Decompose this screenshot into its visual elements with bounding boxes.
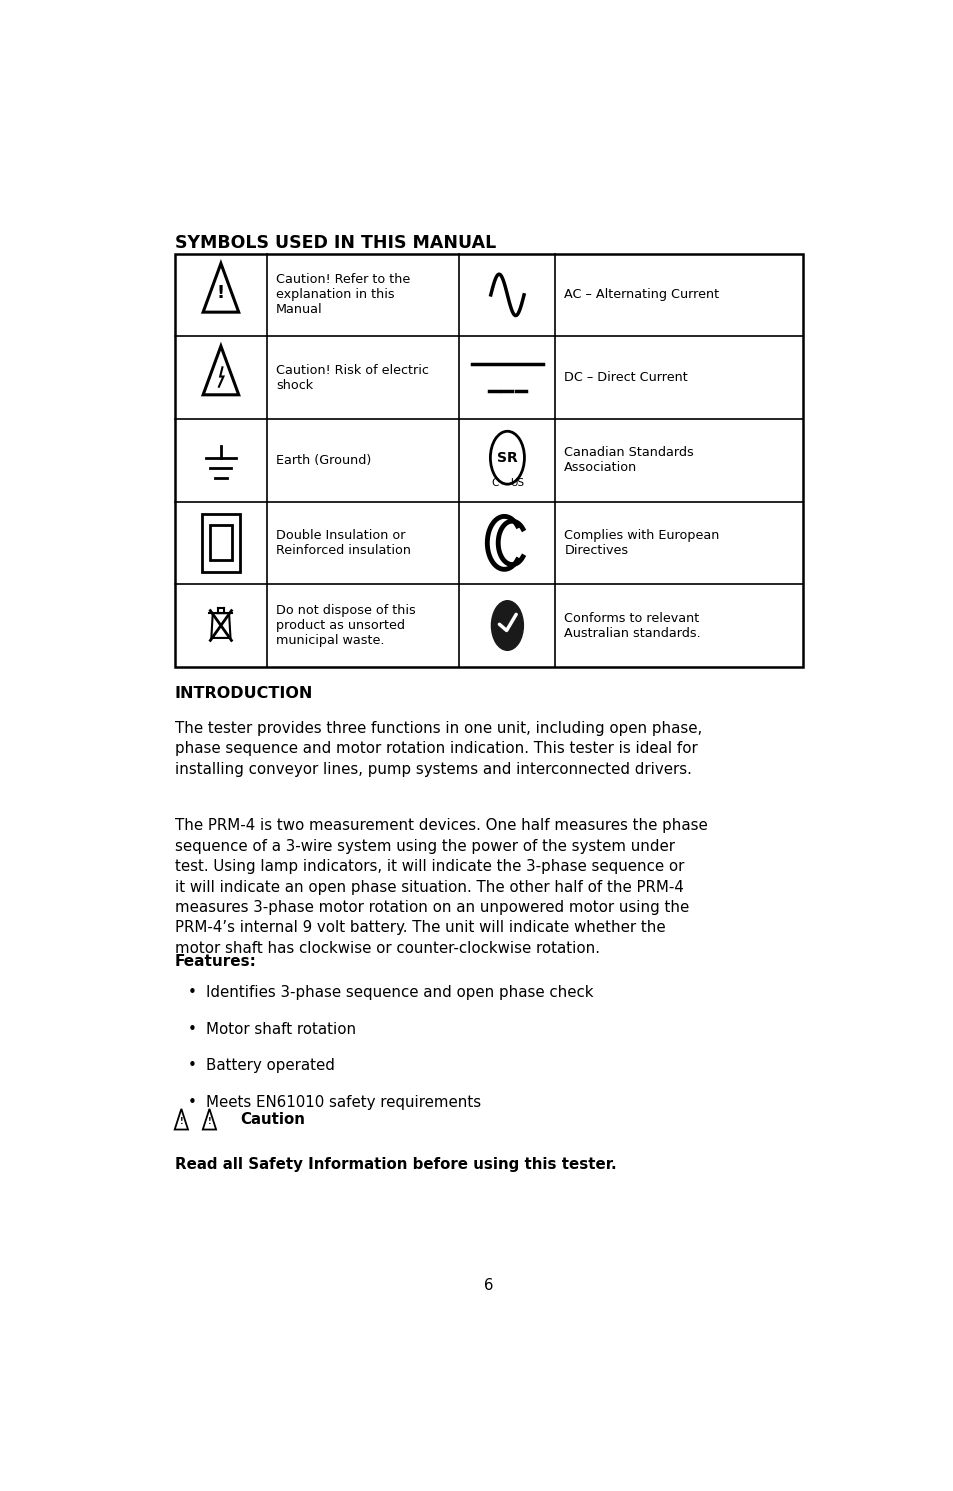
Text: AC – Alternating Current: AC – Alternating Current [564, 288, 719, 301]
Text: Motor shaft rotation: Motor shaft rotation [206, 1021, 355, 1036]
Text: Earth (Ground): Earth (Ground) [275, 453, 371, 467]
Text: Read all Safety Information before using this tester.: Read all Safety Information before using… [174, 1157, 616, 1172]
Text: •: • [188, 1059, 196, 1074]
Text: SR: SR [497, 450, 517, 465]
Text: Conforms to relevant
Australian standards.: Conforms to relevant Australian standard… [564, 611, 700, 640]
Text: C: C [492, 479, 498, 489]
Circle shape [491, 601, 523, 650]
Text: Do not dispose of this
product as unsorted
municipal waste.: Do not dispose of this product as unsort… [275, 604, 416, 647]
Text: •: • [188, 986, 196, 1000]
Text: The tester provides three functions in one unit, including open phase,
phase seq: The tester provides three functions in o… [174, 720, 701, 777]
Text: Meets EN61010 safety requirements: Meets EN61010 safety requirements [206, 1094, 480, 1111]
Text: !: ! [216, 285, 225, 303]
Text: Caution! Risk of electric
shock: Caution! Risk of electric shock [275, 364, 429, 392]
Bar [210, 525, 232, 561]
Bar [174, 253, 802, 666]
Text: The PRM-4 is two measurement devices. One half measures the phase
sequence of a : The PRM-4 is two measurement devices. On… [174, 819, 707, 956]
Text: Features:: Features: [174, 954, 256, 969]
Text: INTRODUCTION: INTRODUCTION [174, 686, 313, 701]
Text: •: • [188, 1094, 196, 1111]
Bar [202, 514, 239, 571]
Text: DC – Direct Current: DC – Direct Current [564, 371, 687, 385]
Text: 6: 6 [484, 1278, 493, 1293]
Text: Caution! Refer to the
explanation in this
Manual: Caution! Refer to the explanation in thi… [275, 273, 410, 316]
Text: !: ! [179, 1117, 183, 1126]
Text: Double Insulation or
Reinforced insulation: Double Insulation or Reinforced insulati… [275, 529, 411, 556]
Text: •: • [188, 1021, 196, 1036]
Text: Battery operated: Battery operated [206, 1059, 335, 1074]
Text: Identifies 3-phase sequence and open phase check: Identifies 3-phase sequence and open pha… [206, 986, 593, 1000]
Text: US: US [510, 479, 524, 489]
Text: !: ! [208, 1117, 211, 1126]
Text: Complies with European
Directives: Complies with European Directives [564, 529, 719, 556]
Text: SYMBOLS USED IN THIS MANUAL: SYMBOLS USED IN THIS MANUAL [174, 234, 496, 252]
Text: Caution: Caution [239, 1112, 304, 1127]
Text: Canadian Standards
Association: Canadian Standards Association [564, 446, 694, 474]
